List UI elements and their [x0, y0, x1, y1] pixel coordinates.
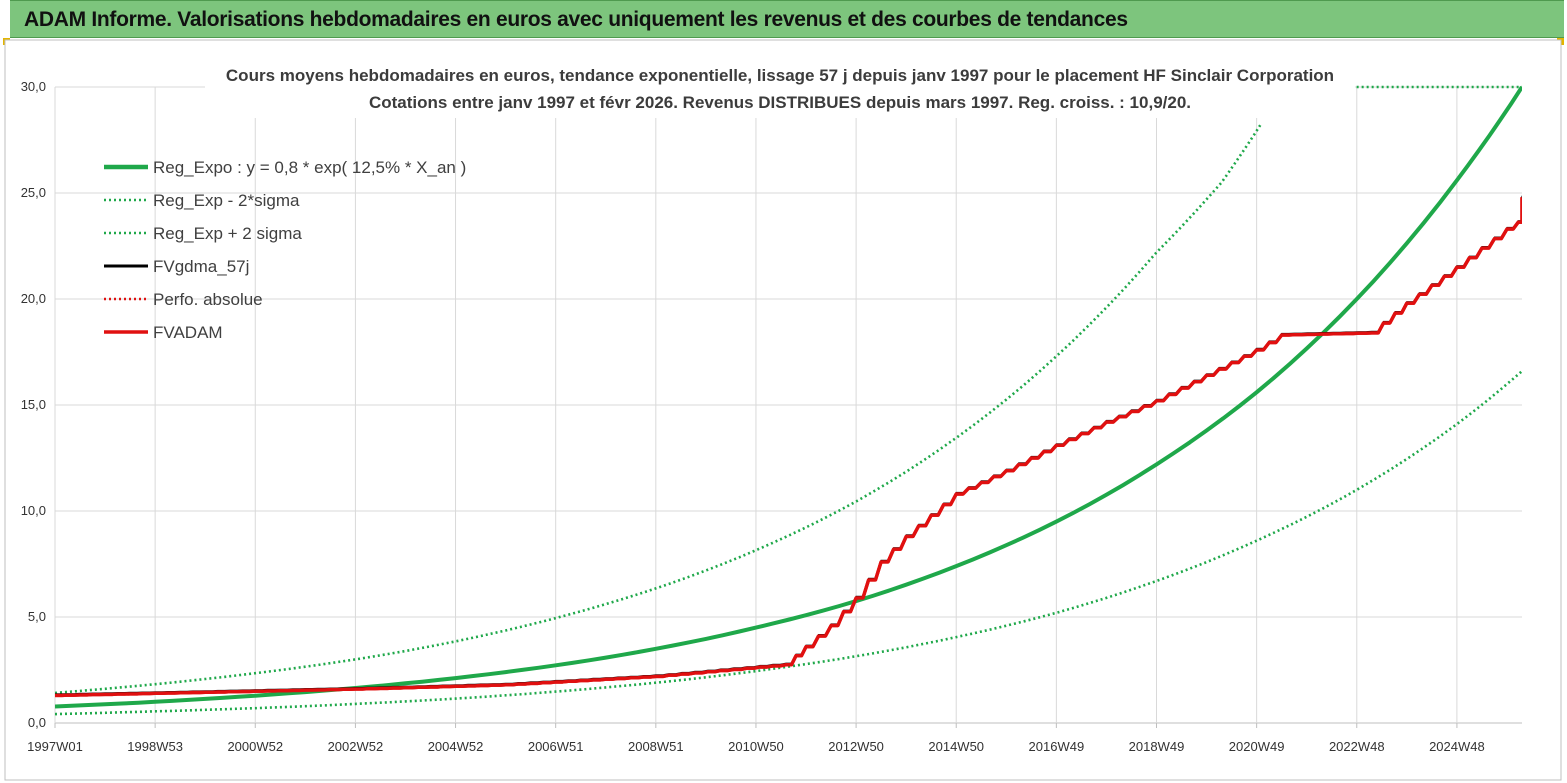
y-tick-label: 10,0	[21, 503, 46, 518]
plot-area	[55, 85, 1522, 716]
x-tick-label: 1997W01	[27, 739, 83, 754]
chart-frame	[4, 39, 1562, 781]
x-tick-label: 2006W51	[528, 739, 584, 754]
x-tick-label: 2014W50	[928, 739, 984, 754]
x-tick-label: 2010W50	[728, 739, 784, 754]
series-line	[55, 85, 1522, 709]
title-layer: Cours moyens hebdomadaires en euros, ten…	[205, 62, 1355, 118]
axis-layer: 0,0 5,0 10,0 15,0 20,0 25,0 30,0 1997W01 1998W53…	[21, 79, 1485, 754]
x-tick-label: 2012W50	[828, 739, 884, 754]
series-layer	[55, 85, 1522, 716]
y-tick-label: 15,0	[21, 397, 46, 412]
x-tick-label: 2008W51	[628, 739, 684, 754]
x-tick-label: 2022W48	[1329, 739, 1385, 754]
legend-label: Reg_Exp - 2*sigma	[153, 191, 300, 210]
x-tick-label: 2004W52	[428, 739, 484, 754]
legend-label: Perfo. absolue	[153, 290, 263, 309]
series-line	[55, 122, 1263, 695]
legend-label: Reg_Exp + 2 sigma	[153, 224, 302, 243]
x-tick-label: 2020W49	[1229, 739, 1285, 754]
y-tick-label: 20,0	[21, 291, 46, 306]
y-tick-label: 30,0	[21, 79, 46, 94]
y-tick-label: 0,0	[28, 715, 46, 730]
chart-legend: Reg_Expo : y = 0,8 * exp( 12,5% * X_an )…	[104, 158, 466, 342]
report-banner: ADAM Informe. Valorisations hebdomadaire…	[10, 0, 1564, 38]
x-tick-label: 2018W49	[1129, 739, 1185, 754]
report-title: ADAM Informe. Valorisations hebdomadaire…	[24, 8, 1128, 31]
x-tick-label: 1998W53	[127, 739, 183, 754]
x-tick-label: 2016W49	[1029, 739, 1085, 754]
legend-label: FVADAM	[153, 323, 223, 342]
chart-title: Cours moyens hebdomadaires en euros, ten…	[226, 66, 1334, 85]
legend-label: FVgdma_57j	[153, 257, 249, 276]
y-tick-label: 5,0	[28, 609, 46, 624]
legend-label: Reg_Expo : y = 0,8 * exp( 12,5% * X_an )	[153, 158, 466, 177]
x-tick-label: 2002W52	[328, 739, 384, 754]
chart-subtitle: Cotations entre janv 1997 et févr 2026. …	[369, 93, 1191, 112]
series-line	[55, 370, 1522, 716]
title-backdrop	[205, 62, 1355, 118]
y-tick-label: 25,0	[21, 185, 46, 200]
x-tick-label: 2000W52	[227, 739, 283, 754]
series-line	[55, 197, 1522, 698]
x-tick-label: 2024W48	[1429, 739, 1485, 754]
